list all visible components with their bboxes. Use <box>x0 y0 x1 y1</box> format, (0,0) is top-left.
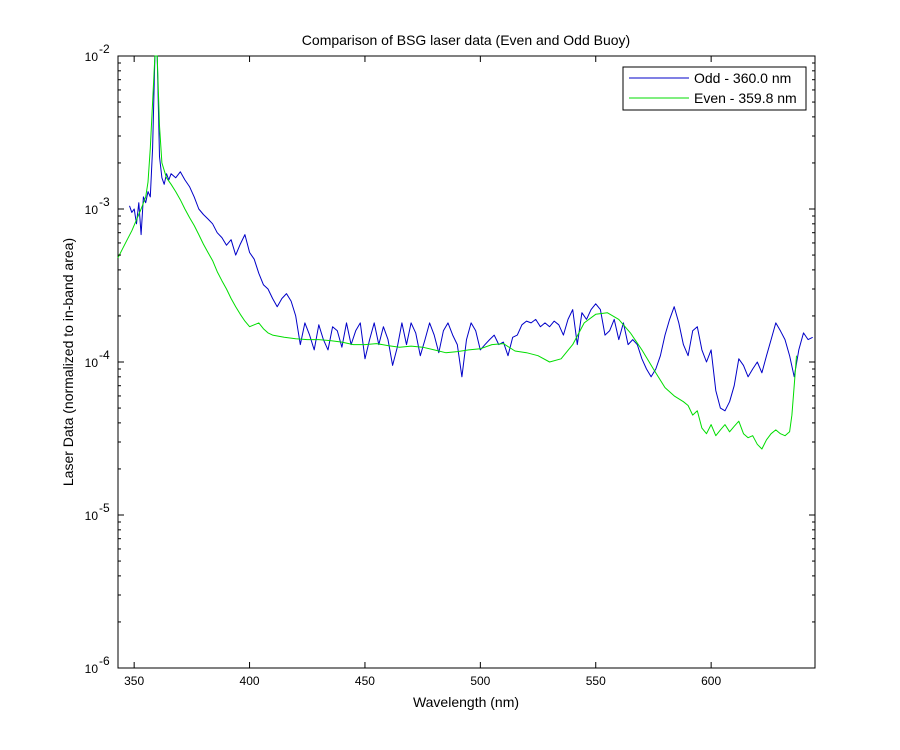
x-tick-label: 500 <box>470 674 490 688</box>
y-tick-exponent: -6 <box>99 654 110 668</box>
x-tick-label: 350 <box>124 674 144 688</box>
y-tick-exponent: -5 <box>99 501 110 515</box>
y-tick-exponent: -3 <box>99 195 110 209</box>
y-tick-label: 10 <box>85 50 99 64</box>
y-axis-label: Laser Data (normalized to in-band area) <box>60 238 76 486</box>
x-axis-label: Wavelength (nm) <box>413 694 519 710</box>
legend-box <box>622 66 807 111</box>
y-tick-label: 10 <box>85 203 99 217</box>
x-tick-label: 550 <box>586 674 606 688</box>
series-layer <box>117 55 813 450</box>
series-line-even <box>117 55 797 450</box>
x-tick-label: 600 <box>701 674 721 688</box>
legend-label-even: Even - 359.8 nm <box>694 90 797 106</box>
y-tick-label: 10 <box>85 662 99 676</box>
x-tick-label: 400 <box>240 674 260 688</box>
plot-area <box>117 55 816 669</box>
y-tick-label: 10 <box>85 356 99 370</box>
series-line-odd <box>129 55 813 412</box>
y-tick-exponent: -4 <box>99 348 110 362</box>
y-tick-label: 10 <box>85 509 99 523</box>
chart-title: Comparison of BSG laser data (Even and O… <box>302 32 630 48</box>
x-tick-label: 450 <box>355 674 375 688</box>
legend-label-odd: Odd - 360.0 nm <box>694 70 791 86</box>
y-tick-exponent: -2 <box>99 42 110 56</box>
legend: Odd - 360.0 nm Even - 359.8 nm <box>622 66 807 111</box>
